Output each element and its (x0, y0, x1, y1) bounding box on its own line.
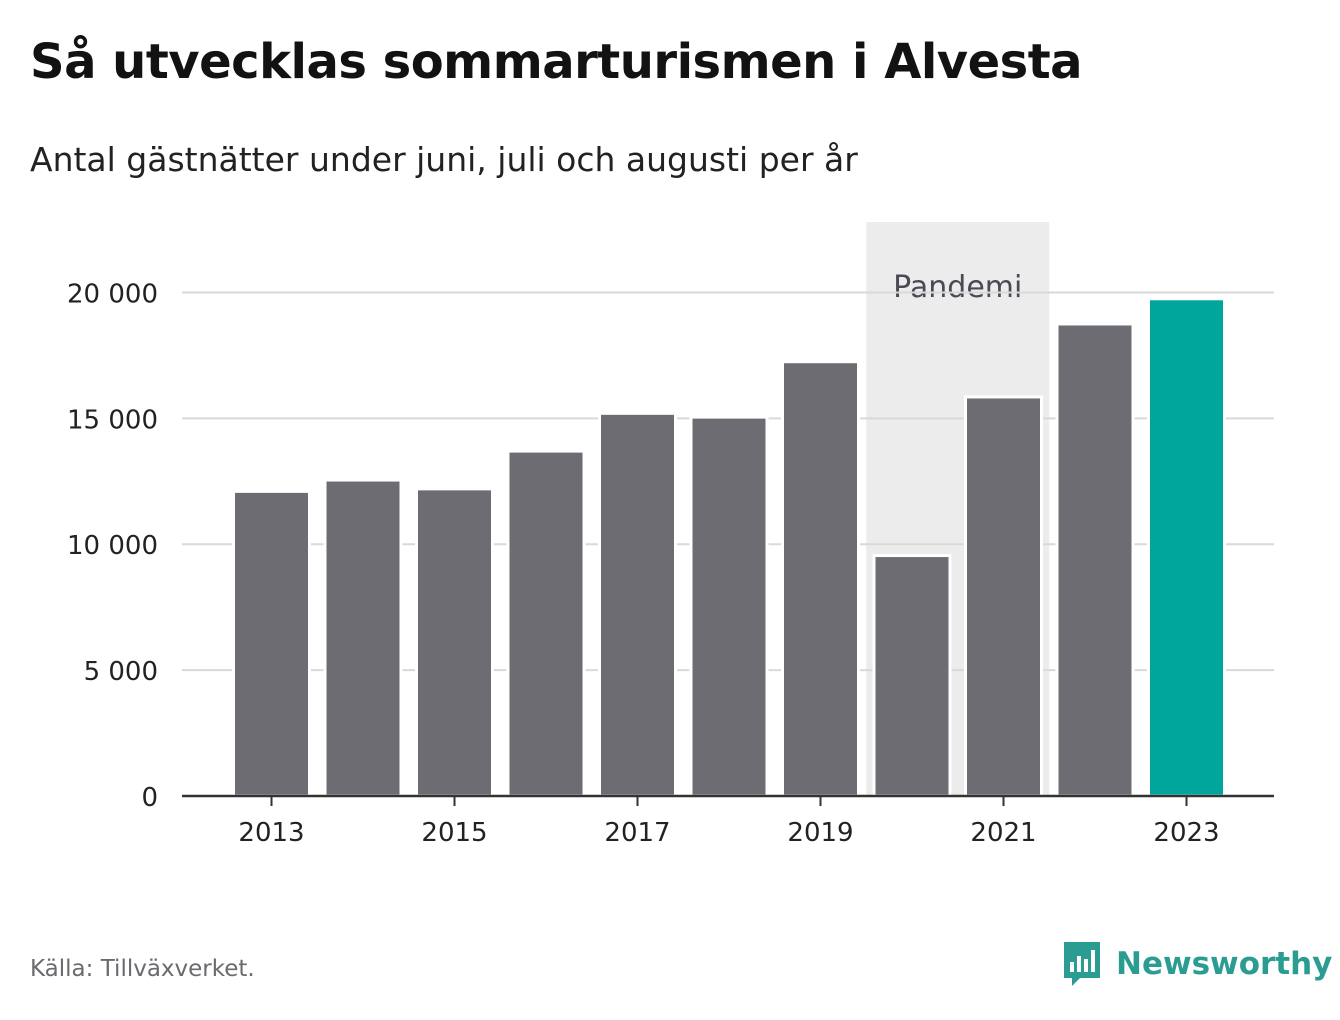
x-tick-label: 2013 (238, 818, 304, 848)
bar-2016 (506, 449, 586, 798)
y-tick-label: 10 000 (67, 531, 158, 561)
chart-title: Så utvecklas sommarturismen i Alvesta (30, 34, 1083, 90)
bar-2015 (415, 487, 494, 798)
x-tick-label: 2019 (787, 818, 853, 848)
y-tick-label: 0 (141, 783, 158, 813)
bar-2021 (964, 395, 1043, 798)
source-note: Källa: Tillväxverket. (30, 956, 255, 982)
bar-2017 (598, 411, 677, 798)
bar-chart: Pandemi 0 5 000 10 000 15 000 20 000 2013 2015… (67, 222, 1274, 848)
x-tick-label: 2015 (421, 818, 487, 848)
pandemic-label: Pandemi (893, 270, 1022, 305)
bar-2013 (232, 489, 311, 798)
bar-2023 (1147, 297, 1226, 798)
x-tick-label: 2017 (604, 818, 670, 848)
bar-2020 (872, 554, 952, 798)
chart-subtitle: Antal gästnätter under juni, juli och au… (30, 140, 858, 179)
bar-2022 (1055, 322, 1135, 798)
x-tick-label: 2021 (970, 818, 1036, 848)
bar-chart-speech-bubble-icon (1064, 942, 1100, 986)
x-tick-label: 2023 (1153, 818, 1219, 848)
bar-2019 (781, 360, 860, 798)
brand-name: Newsworthy (1116, 946, 1333, 982)
brand-logo[interactable]: Newsworthy (1062, 940, 1332, 988)
y-tick-label: 15 000 (67, 405, 158, 435)
bar-2014 (323, 478, 403, 798)
bar-2018 (689, 415, 769, 798)
y-tick-label: 20 000 (67, 279, 158, 309)
y-tick-label: 5 000 (84, 657, 158, 687)
